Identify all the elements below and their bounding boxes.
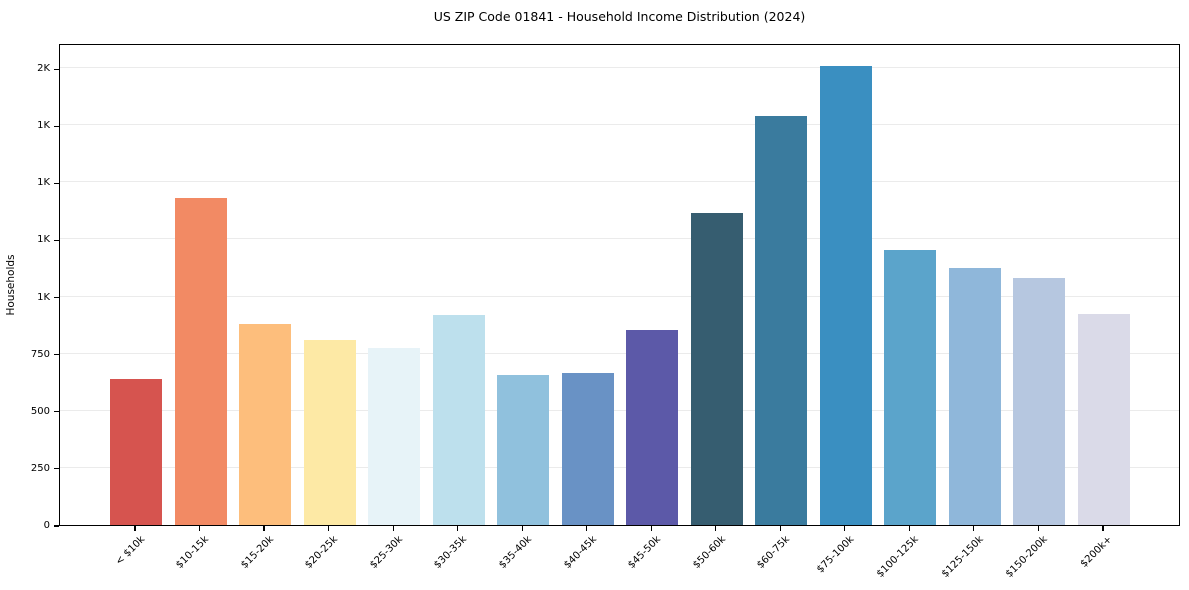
y-tick-mark [54, 182, 59, 184]
x-tick-mark [650, 526, 652, 531]
gridline [60, 352, 1179, 354]
y-tick-label: 0 [43, 520, 50, 531]
x-tick-mark [521, 526, 523, 531]
y-tick-mark [54, 411, 59, 413]
x-tick-mark [327, 526, 330, 531]
x-tick-label: $60-75k [755, 534, 793, 571]
x-tick-label: $25-30k [367, 534, 405, 571]
bar [239, 324, 292, 525]
bar [690, 213, 743, 525]
bar [948, 268, 1001, 525]
y-tick-label: 750 [30, 348, 50, 360]
bar [174, 198, 227, 525]
gridline [60, 295, 1179, 297]
plot-area [59, 44, 1180, 526]
x-tick-mark [779, 526, 781, 531]
bar [432, 315, 485, 525]
chart-title: US ZIP Code 01841 - Household Income Dis… [433, 9, 806, 24]
bar [303, 340, 356, 525]
bar [1077, 314, 1130, 525]
x-tick-label: $35-40k [497, 534, 534, 571]
y-tick-label: 1K [37, 120, 50, 132]
bar [755, 116, 808, 525]
x-tick-mark [973, 526, 975, 531]
x-tick-mark [392, 526, 394, 531]
x-tick-mark [908, 526, 910, 531]
x-tick-label: $50-60k [690, 534, 728, 571]
bar [497, 375, 550, 525]
x-tick-label: $45-50k [626, 534, 664, 571]
x-tick-label: $200k+ [1078, 534, 1115, 570]
x-tick-label: $10-15k [174, 534, 212, 571]
y-tick-mark [54, 468, 59, 470]
x-tick-mark [263, 526, 265, 531]
x-tick-mark [1037, 526, 1039, 531]
y-tick-mark [54, 239, 59, 242]
gridline [60, 124, 1179, 126]
bar [110, 379, 162, 525]
x-tick-mark [715, 526, 717, 531]
y-tick-label: 500 [30, 405, 50, 417]
bar [819, 66, 872, 525]
y-tick-mark [54, 296, 59, 299]
y-axis-label: Households [5, 254, 17, 316]
x-tick-label: $75-100k [815, 534, 857, 576]
bar [884, 250, 937, 525]
y-tick-label: 1K [37, 234, 50, 246]
y-tick-label: 1K [37, 291, 50, 303]
x-tick-label: $125-150k [939, 534, 986, 580]
x-tick-label: $15-20k [238, 534, 276, 571]
gridline [60, 238, 1179, 240]
gridline [60, 181, 1179, 183]
x-tick-label: $20-25k [303, 534, 341, 571]
y-tick-label: 2K [37, 63, 50, 75]
gridline [60, 466, 1179, 468]
x-tick-mark [457, 526, 459, 531]
y-tick-mark [54, 125, 59, 127]
y-tick-mark [54, 354, 59, 356]
gridline [60, 67, 1179, 69]
bar [626, 330, 679, 525]
y-tick-mark [54, 68, 59, 70]
bar [561, 373, 614, 525]
x-tick-label: $40-45k [561, 534, 599, 571]
x-tick-mark [586, 526, 588, 531]
bar [368, 348, 421, 525]
x-tick-mark [1102, 526, 1104, 531]
x-tick-label: $100-125k [875, 534, 922, 580]
gridline [60, 409, 1179, 411]
bar [1013, 278, 1066, 525]
x-tick-mark [844, 526, 846, 531]
x-tick-label: $150-200k [1004, 534, 1051, 580]
y-tick-mark [54, 525, 59, 527]
x-tick-mark [198, 526, 201, 531]
x-tick-label: < $10k [113, 534, 147, 568]
y-tick-label: 250 [30, 462, 50, 474]
x-tick-mark [134, 526, 136, 531]
y-tick-label: 1K [37, 177, 50, 189]
x-tick-label: $30-35k [432, 534, 470, 571]
